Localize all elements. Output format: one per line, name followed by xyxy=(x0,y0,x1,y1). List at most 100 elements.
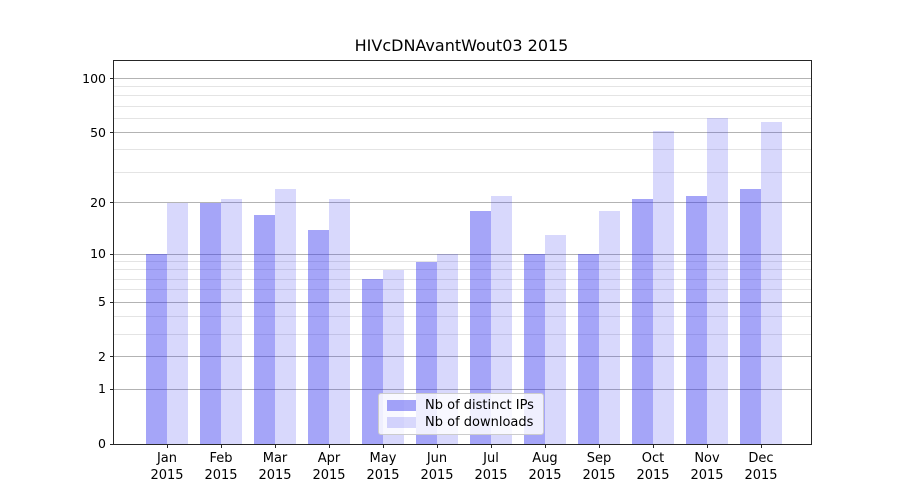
gridline-minor xyxy=(114,333,811,335)
x-tick-month: Sep xyxy=(586,451,612,466)
y-tick-label: 10 xyxy=(90,246,106,262)
gridline-major xyxy=(114,388,811,390)
x-tick-label-mar: Mar 2015 xyxy=(247,451,303,484)
x-tick xyxy=(760,444,762,448)
x-tick-year: 2015 xyxy=(258,467,292,483)
x-tick-label-apr: Apr 2015 xyxy=(301,451,357,484)
legend: Nb of distinct IPs Nb of downloads xyxy=(378,393,544,435)
y-tick xyxy=(110,78,114,79)
gridline-minor xyxy=(114,105,811,107)
y-tick xyxy=(110,253,114,255)
gridline-minor xyxy=(114,171,811,173)
x-tick-month: Nov xyxy=(694,451,720,466)
x-tick-year: 2015 xyxy=(636,467,670,483)
x-tick-month: Jun xyxy=(426,451,448,466)
y-tick-label: 5 xyxy=(98,294,106,310)
bar-downloads-mar xyxy=(275,189,296,444)
x-tick-year: 2015 xyxy=(150,467,184,483)
x-tick-month: Feb xyxy=(209,451,233,466)
x-tick-month: Jan xyxy=(156,451,178,466)
axes-layer: 0 1 2 5 10 20 50 100 Jan 2015 Feb 2015 Mar 2015 Apr 201… xyxy=(82,61,811,483)
x-tick xyxy=(706,444,708,448)
gridline-major xyxy=(114,253,811,255)
x-tick-month: Apr xyxy=(317,451,341,466)
bar-distinct-ips-sep xyxy=(578,254,599,444)
x-tick-year: 2015 xyxy=(690,467,724,483)
x-tick xyxy=(598,444,600,448)
gridline-minor xyxy=(114,86,811,88)
x-tick xyxy=(490,444,492,448)
x-tick-label-jun: Jun 2015 xyxy=(409,451,465,484)
bar-downloads-nov xyxy=(707,118,728,444)
legend-item: Nb of distinct IPs xyxy=(379,398,543,413)
y-tick-label: 0 xyxy=(98,436,106,451)
x-tick-label-jan: Jan 2015 xyxy=(139,451,195,484)
legend-label: Nb of distinct IPs xyxy=(425,398,534,413)
x-tick-month: Oct xyxy=(641,451,665,466)
bar-downloads-jan xyxy=(167,202,188,444)
gridline-major xyxy=(114,202,811,204)
x-tick-month: Mar xyxy=(262,451,288,466)
gridline-minor xyxy=(114,316,811,318)
x-tick-label-sep: Sep 2015 xyxy=(571,451,627,484)
gridline-minor xyxy=(114,95,811,97)
x-tick-label-oct: Oct 2015 xyxy=(625,451,681,484)
x-tick-year: 2015 xyxy=(474,467,508,483)
y-tick xyxy=(110,443,114,445)
x-tick xyxy=(436,444,438,448)
x-tick-year: 2015 xyxy=(312,467,346,483)
bar-distinct-ips-mar xyxy=(254,215,275,444)
bar-distinct-ips-jul xyxy=(470,210,491,444)
bar-distinct-ips-may xyxy=(362,279,383,444)
x-tick xyxy=(220,444,222,448)
bar-distinct-ips-oct xyxy=(632,199,653,444)
chart-title: HIVcDNAvantWout03 2015 xyxy=(354,36,569,55)
bar-distinct-ips-dec xyxy=(740,189,761,444)
bar-downloads-feb xyxy=(221,199,242,444)
legend-label: Nb of downloads xyxy=(425,415,534,430)
y-tick-label: 50 xyxy=(90,124,106,140)
y-tick-label: 100 xyxy=(82,70,106,86)
x-tick xyxy=(166,444,168,448)
gridline-minor xyxy=(114,289,811,291)
y-tick xyxy=(110,356,114,358)
y-tick xyxy=(110,202,114,204)
x-tick-label-dec: Dec 2015 xyxy=(733,451,789,484)
x-tick-month: Jul xyxy=(483,451,499,466)
bar-distinct-ips-jan xyxy=(146,254,167,444)
y-tick xyxy=(110,301,114,303)
x-tick xyxy=(274,444,276,448)
x-tick-label-nov: Nov 2015 xyxy=(679,451,735,484)
gridline-minor xyxy=(114,261,811,263)
gridlines-layer xyxy=(114,61,811,444)
y-tick-label: 1 xyxy=(98,381,106,397)
gridline-major xyxy=(114,356,811,358)
x-tick-year: 2015 xyxy=(366,467,400,483)
plot-area: 0 1 2 5 10 20 50 100 Jan 2015 Feb 2015 Mar 2015 Apr 201… xyxy=(82,60,812,483)
x-tick xyxy=(382,444,384,448)
bar-downloads-jul xyxy=(491,195,512,444)
x-tick-year: 2015 xyxy=(528,467,562,483)
legend-swatch-downloads xyxy=(387,417,416,428)
y-tick xyxy=(110,132,114,134)
x-tick-label-may: May 2015 xyxy=(355,451,411,484)
x-tick-year: 2015 xyxy=(744,467,778,483)
x-tick-year: 2015 xyxy=(204,467,238,483)
x-tick-year: 2015 xyxy=(582,467,616,483)
bar-downloads-aug xyxy=(545,235,566,444)
legend-swatch-distinct-ips xyxy=(387,400,416,411)
x-tick-year: 2015 xyxy=(420,467,454,483)
bar-distinct-ips-nov xyxy=(686,195,707,444)
y-tick xyxy=(110,388,114,390)
bar-downloads-dec xyxy=(761,122,782,444)
gridline-major xyxy=(114,132,811,134)
x-tick-month: May xyxy=(369,451,397,466)
x-tick-month: Aug xyxy=(532,451,558,466)
bar-distinct-ips-apr xyxy=(308,229,329,444)
gridline-minor xyxy=(114,269,811,271)
x-tick-label-jul: Jul 2015 xyxy=(463,451,519,484)
x-tick-label-feb: Feb 2015 xyxy=(193,451,249,484)
y-tick-label: 20 xyxy=(90,194,106,210)
bar-distinct-ips-feb xyxy=(200,202,221,444)
